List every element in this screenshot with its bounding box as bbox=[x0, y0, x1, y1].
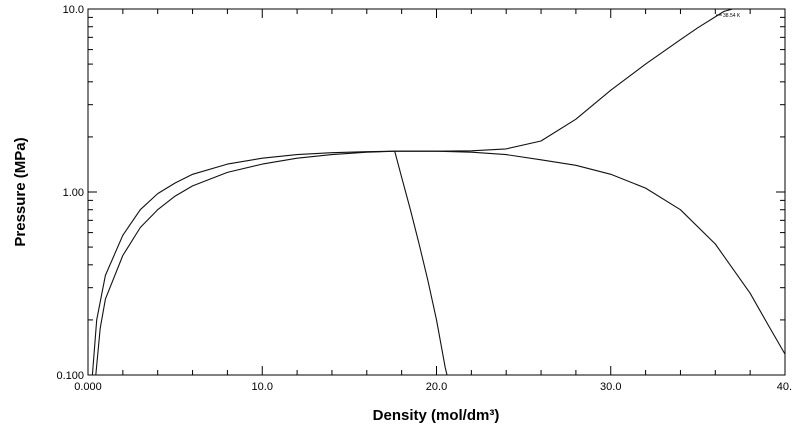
series-line-3 bbox=[394, 151, 448, 376]
y-tick-labels: 0.100 1.00 10.0 bbox=[56, 4, 84, 382]
x-tick-label: 40. bbox=[777, 381, 792, 393]
axis-ticks bbox=[87, 9, 786, 376]
series-lines bbox=[91, 8, 786, 376]
series-line-2 bbox=[95, 150, 786, 376]
isotherm-annotation: 38.54 K bbox=[723, 13, 741, 19]
x-tick-label: 20.0 bbox=[426, 381, 447, 393]
y-axis-title: Pressure (MPa) bbox=[12, 137, 29, 246]
x-axis-title: Density (mol/dm³) bbox=[373, 407, 500, 424]
y-tick-label: 10.0 bbox=[63, 4, 84, 16]
x-tick-label: 0.000 bbox=[74, 381, 102, 393]
y-tick-label: 0.100 bbox=[56, 370, 84, 382]
x-tick-label: 10.0 bbox=[252, 381, 273, 393]
y-tick-label: 1.00 bbox=[63, 187, 84, 199]
x-tick-labels: 0.000 10.0 20.0 30.0 40. bbox=[74, 381, 792, 393]
series-line-1 bbox=[91, 8, 733, 376]
x-tick-label: 30.0 bbox=[600, 381, 621, 393]
